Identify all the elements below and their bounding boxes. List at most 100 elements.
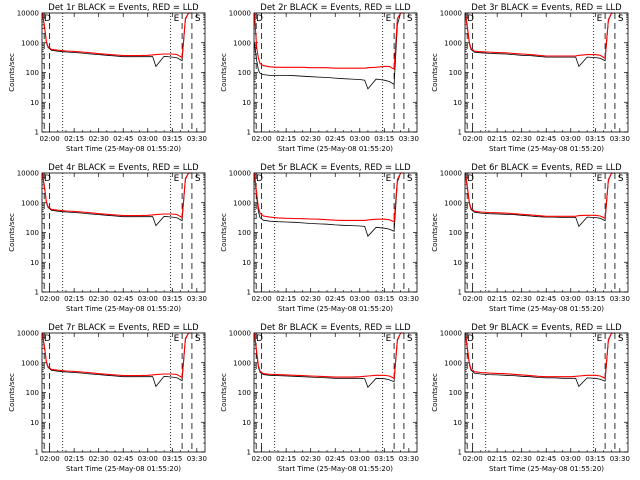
panel-title: Det 9r BLACK = Events, RED = LLD (471, 323, 622, 333)
x-tick-label: 02:15 (276, 135, 296, 143)
y-tick-label: 10000 (17, 10, 39, 18)
x-tick-label: 03:30 (399, 455, 419, 463)
x-tick-label: 03:15 (374, 135, 394, 143)
y-tick-label: 1000 (21, 199, 39, 207)
y-tick-label: 10 (30, 99, 39, 107)
start-marker-label: D (467, 14, 474, 24)
lld-series-line (41, 332, 192, 379)
y-tick-label: 1 (35, 129, 39, 137)
start-marker-label: D (467, 334, 474, 344)
lld-series-line (41, 12, 192, 59)
x-tick-label: 02:45 (536, 135, 556, 143)
detector-panel-9: Det 9r BLACK = Events, RED = LLD Counts/s… (431, 323, 630, 473)
y-tick-label: 10000 (440, 170, 462, 178)
x-tick-label: 02:30 (512, 295, 532, 303)
y-tick-label: 10 (30, 419, 39, 427)
detector-panel-6: Det 6r BLACK = Events, RED = LLD Counts/s… (431, 163, 630, 313)
y-tick-label: 1000 (444, 359, 462, 367)
start-marker-label: D (256, 334, 263, 344)
x-tick-label: 02:00 (463, 455, 483, 463)
end-marker-label: S (407, 174, 413, 184)
y-axis-label: Counts/sec (220, 373, 228, 412)
x-tick-label: 02:30 (89, 135, 109, 143)
x-tick-label: 02:30 (512, 135, 532, 143)
x-tick-label: 02:30 (301, 135, 321, 143)
x-tick-label: 02:30 (89, 295, 109, 303)
panel-title: Det 8r BLACK = Events, RED = LLD (260, 323, 411, 333)
x-tick-label: 02:15 (64, 295, 84, 303)
start-marker-label: D (44, 334, 51, 344)
x-axis-label: Start Time (25-May-08 01:55:20) (66, 465, 181, 473)
mid-marker-label: E (386, 334, 392, 344)
y-tick-label: 1000 (233, 199, 251, 207)
x-tick-label: 02:00 (252, 455, 272, 463)
x-tick-label: 03:30 (610, 455, 630, 463)
x-tick-label: 02:00 (40, 295, 60, 303)
y-tick-label: 100 (449, 229, 462, 237)
end-marker-label: S (195, 174, 201, 184)
end-marker-label: S (407, 14, 413, 24)
detector-panel-3: Det 3r BLACK = Events, RED = LLD Counts/s… (431, 3, 630, 153)
x-tick-label: 02:15 (487, 135, 507, 143)
x-tick-label: 02:00 (463, 135, 483, 143)
events-series-line (253, 172, 404, 237)
lld-series-line (253, 172, 404, 223)
x-tick-label: 02:15 (64, 455, 84, 463)
y-tick-label: 1000 (444, 199, 462, 207)
x-tick-label: 02:00 (252, 135, 272, 143)
x-tick-label: 02:00 (40, 455, 60, 463)
y-tick-label: 1 (458, 129, 462, 137)
detector-panel-1: Det 1r BLACK = Events, RED = LLD Counts/s… (8, 3, 207, 153)
x-tick-label: 03:30 (187, 295, 207, 303)
x-axis-label: Start Time (25-May-08 01:55:20) (489, 465, 604, 473)
plot-frame (253, 332, 418, 453)
y-tick-label: 1000 (21, 359, 39, 367)
x-tick-label: 03:00 (350, 135, 370, 143)
x-tick-label: 03:00 (561, 135, 581, 143)
x-tick-label: 02:45 (325, 295, 345, 303)
events-series-line (41, 332, 192, 388)
x-tick-label: 03:30 (399, 135, 419, 143)
end-marker-label: S (195, 14, 201, 24)
plot-frame (464, 172, 629, 293)
plot-frame (253, 12, 418, 133)
x-tick-label: 02:45 (536, 295, 556, 303)
x-tick-label: 02:30 (89, 455, 109, 463)
y-tick-label: 10000 (440, 330, 462, 338)
x-tick-label: 03:00 (138, 295, 158, 303)
x-tick-label: 02:00 (252, 295, 272, 303)
x-tick-label: 02:15 (487, 295, 507, 303)
y-tick-label: 1000 (444, 39, 462, 47)
start-marker-label: D (256, 14, 263, 24)
lld-series-line (41, 172, 192, 219)
mid-marker-label: E (597, 334, 603, 344)
x-tick-label: 03:15 (374, 295, 394, 303)
x-tick-label: 02:15 (64, 135, 84, 143)
x-tick-label: 02:45 (325, 455, 345, 463)
y-tick-label: 10000 (229, 10, 251, 18)
x-tick-label: 02:00 (463, 295, 483, 303)
x-tick-label: 03:15 (162, 135, 182, 143)
events-series-line (464, 332, 615, 388)
x-tick-label: 02:15 (276, 295, 296, 303)
events-series-line (464, 172, 615, 228)
y-tick-label: 10000 (229, 330, 251, 338)
lld-series-line (464, 332, 615, 380)
x-tick-label: 03:15 (162, 455, 182, 463)
events-series-line (41, 12, 192, 68)
y-axis-label: Counts/sec (431, 213, 439, 252)
lld-series-line (464, 12, 615, 60)
mid-marker-label: E (174, 14, 180, 24)
y-tick-label: 100 (26, 229, 39, 237)
x-tick-label: 03:00 (138, 455, 158, 463)
x-axis-label: Start Time (25-May-08 01:55:20) (489, 305, 604, 313)
x-tick-label: 03:15 (585, 455, 605, 463)
y-tick-label: 1 (247, 129, 251, 137)
x-tick-label: 03:00 (561, 295, 581, 303)
detector-panel-4: Det 4r BLACK = Events, RED = LLD Counts/s… (8, 163, 207, 313)
y-tick-label: 100 (26, 389, 39, 397)
y-tick-label: 10 (453, 259, 462, 267)
end-marker-label: S (618, 14, 624, 24)
y-tick-label: 1 (35, 289, 39, 297)
y-tick-label: 1000 (233, 359, 251, 367)
